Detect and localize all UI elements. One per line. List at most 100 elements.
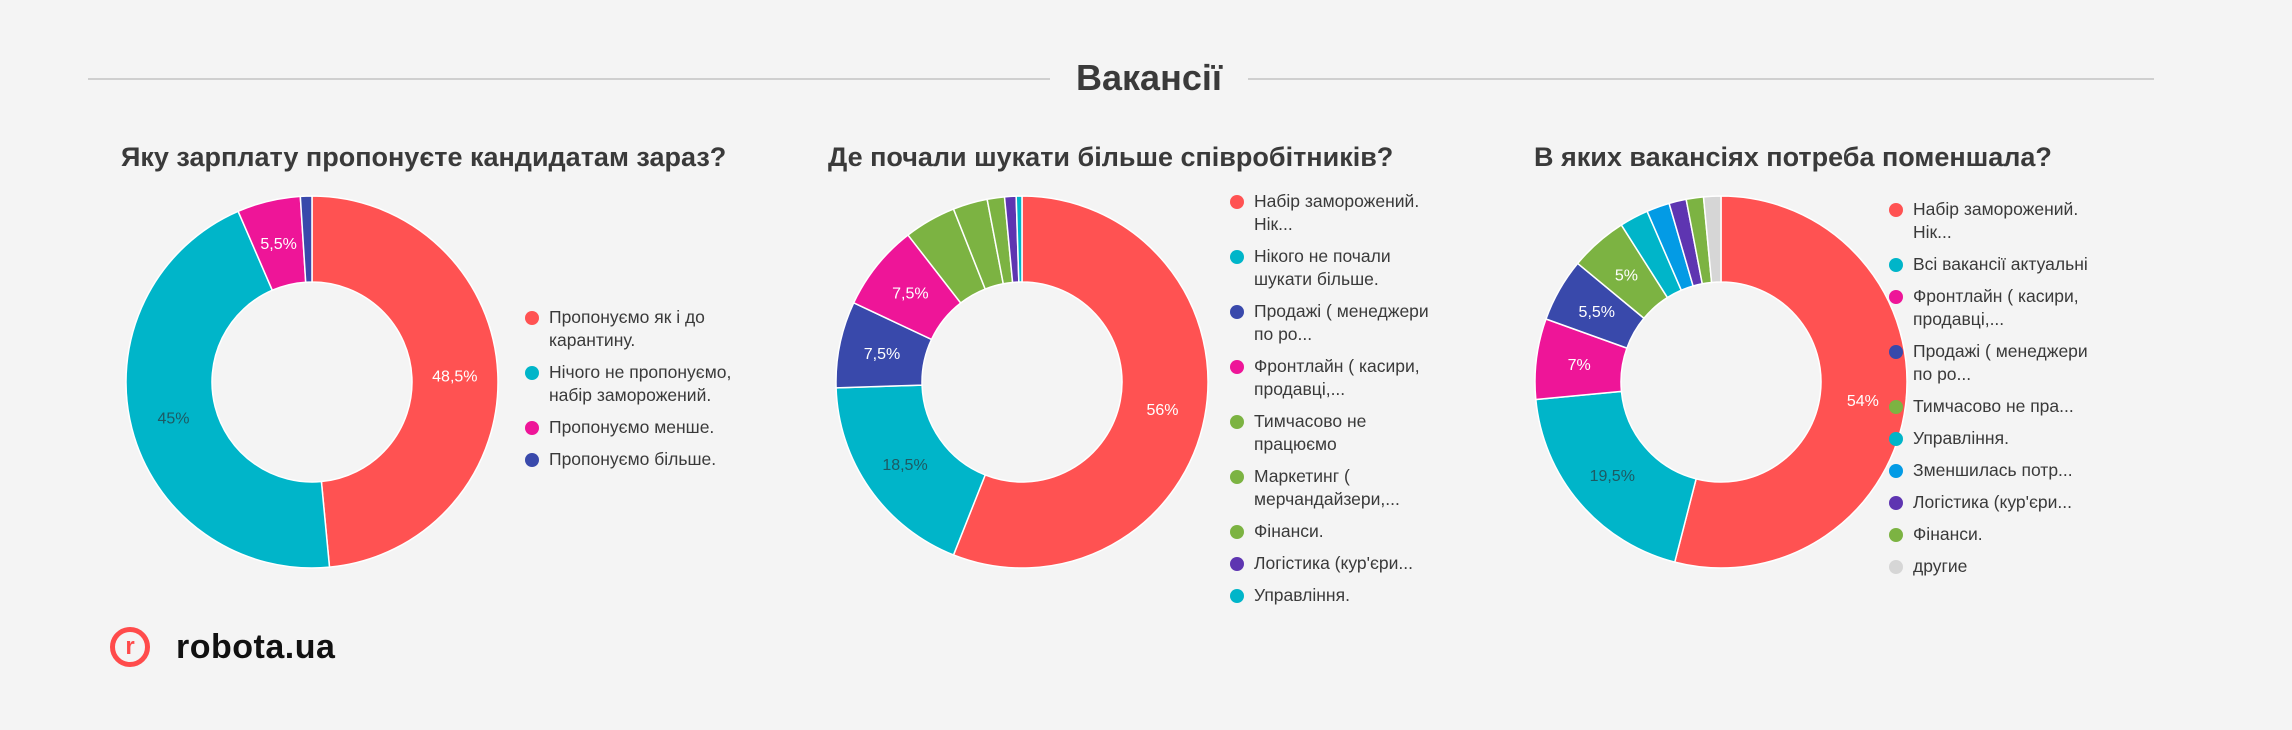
slice-data-label: 5,5%: [1579, 304, 1615, 321]
legend-item[interactable]: Зменшилась потр...: [1889, 459, 2093, 482]
legend-swatch: [1889, 290, 1903, 304]
legend-item[interactable]: Управління.: [1889, 427, 2093, 450]
chart-panel-demand: В яких вакансіях потреба поменшала? 54% 1…: [1480, 0, 2292, 600]
page-title: Вакансії: [1076, 57, 1222, 98]
legend-item[interactable]: Управління.: [1230, 584, 1434, 607]
legend-swatch: [1889, 560, 1903, 574]
legend-item[interactable]: Набір заморожений. Нік...: [1230, 190, 1434, 236]
legend-label: Пропонуємо більше.: [549, 449, 717, 469]
legend-item[interactable]: Набір заморожений. Нік...: [1889, 198, 2093, 244]
donut-slice[interactable]: [1673, 195, 1908, 569]
legend-swatch: [1889, 345, 1903, 359]
donut-slice[interactable]: [1702, 195, 1722, 284]
legend-item[interactable]: Фронтлайн ( касири, продавці,...: [1230, 355, 1434, 401]
legend-swatch: [1889, 400, 1903, 414]
legend-label: Набір заморожений. Нік...: [1913, 199, 2079, 242]
legend-label: Фронтлайн ( касири, продавці,...: [1913, 286, 2079, 329]
slice-data-label: 5%: [1615, 268, 1638, 285]
donut-slice[interactable]: [311, 195, 499, 568]
legend-swatch: [1889, 258, 1903, 272]
legend-swatch: [1889, 496, 1903, 510]
header-rule-left: [88, 78, 1050, 80]
legend-swatch: [1230, 525, 1244, 539]
legend-label: Пропонуємо як і до карантину.: [549, 307, 705, 350]
donut-chart: 48,5% 45% 5,5%: [125, 195, 499, 569]
legend-swatch: [1230, 470, 1244, 484]
legend-swatch: [1230, 589, 1244, 603]
legend-item[interactable]: Пропонуємо як і до карантину.: [525, 306, 759, 352]
legend-item[interactable]: Пропонуємо більше.: [525, 448, 759, 471]
legend-label: Маркетинг ( мерчандайзери,...: [1254, 466, 1400, 509]
legend-label: Логістика (кур'єри...: [1254, 553, 1413, 573]
robota-logo-icon: r: [110, 627, 150, 667]
legend-label: Управління.: [1254, 585, 1350, 605]
legend-swatch: [1230, 557, 1244, 571]
chart-legend: Набір заморожений. Нік... Нікого не почал…: [1230, 190, 1434, 616]
donut-slice[interactable]: [1535, 390, 1698, 564]
slice-data-label: 45%: [157, 411, 189, 428]
legend-label: Фронтлайн ( касири, продавці,...: [1254, 356, 1420, 399]
legend-item[interactable]: Логістика (кур'єри...: [1230, 552, 1434, 575]
chart-legend: Пропонуємо як і до карантину. Нічого не п…: [525, 306, 759, 480]
legend-item[interactable]: Пропонуємо менше.: [525, 416, 759, 439]
legend-item[interactable]: Фінанси.: [1889, 523, 2093, 546]
donut-slice[interactable]: [125, 210, 331, 569]
chart-panel-hiring: Де почали шукати більше співробітників? …: [760, 0, 1480, 605]
legend-swatch: [1889, 432, 1903, 446]
donut-slice[interactable]: [835, 384, 987, 556]
legend-item[interactable]: Тимчасово не працюємо: [1230, 410, 1434, 456]
legend-item[interactable]: Нічого не пропонуємо, набір заморожений.: [525, 361, 759, 407]
chart-title: Де почали шукати більше співробітників?: [828, 142, 1394, 172]
legend-label: Набір заморожений. Нік...: [1254, 191, 1420, 234]
legend-item[interactable]: другие: [1889, 555, 2093, 578]
slice-data-label: 5,5%: [260, 236, 296, 253]
legend-label: Фінанси.: [1913, 524, 1983, 544]
slice-data-label: 56%: [1146, 402, 1178, 419]
slice-data-label: 7%: [1568, 357, 1591, 374]
chart-panel-salary: Яку зарплату пропонуєте кандидатам зараз…: [0, 0, 760, 600]
legend-item[interactable]: Тимчасово не пра...: [1889, 395, 2093, 418]
brand-logo[interactable]: r robota.ua: [110, 622, 335, 672]
chart-title: В яких вакансіях потреба поменшала?: [1534, 142, 2052, 172]
legend-item[interactable]: Всі вакансії актуальні: [1889, 253, 2093, 276]
legend-swatch: [1230, 415, 1244, 429]
donut-slice[interactable]: [299, 195, 313, 283]
donut-slice[interactable]: [1015, 195, 1023, 283]
donut-slice[interactable]: [952, 195, 1209, 569]
slice-data-label: 48,5%: [432, 368, 477, 385]
legend-label: Логістика (кур'єри...: [1913, 492, 2072, 512]
legend-swatch: [525, 366, 539, 380]
slice-data-label: 19,5%: [1590, 468, 1635, 485]
legend-label: Фінанси.: [1254, 521, 1324, 541]
legend-label: Продажі ( менеджери по ро...: [1254, 301, 1429, 344]
legend-item[interactable]: Нікого не почали шукати більше.: [1230, 245, 1434, 291]
legend-label: Нічого не пропонуємо, набір заморожений.: [549, 362, 732, 405]
legend-item[interactable]: Продажі ( менеджери по ро...: [1230, 300, 1434, 346]
legend-swatch: [1889, 528, 1903, 542]
legend-swatch: [1230, 250, 1244, 264]
legend-item[interactable]: Фронтлайн ( касири, продавці,...: [1889, 285, 2093, 331]
legend-item[interactable]: Продажі ( менеджери по ро...: [1889, 340, 2093, 386]
legend-swatch: [525, 311, 539, 325]
legend-item[interactable]: Маркетинг ( мерчандайзери,...: [1230, 465, 1434, 511]
donut-chart: 56% 18,5% 7,5% 7,5%: [835, 195, 1209, 569]
legend-label: Всі вакансії актуальні: [1913, 254, 2088, 274]
legend-swatch: [1230, 360, 1244, 374]
legend-label: другие: [1913, 556, 1968, 576]
donut-chart: 54% 19,5% 7% 5,5% 5%: [1534, 195, 1908, 569]
slice-data-label: 7,5%: [864, 346, 900, 363]
slice-data-label: 54%: [1847, 393, 1879, 410]
chart-legend: Набір заморожений. Нік... Всі вакансії ак…: [1889, 198, 2093, 587]
legend-label: Управління.: [1913, 428, 2009, 448]
legend-swatch: [525, 421, 539, 435]
legend-item[interactable]: Фінанси.: [1230, 520, 1434, 543]
chart-title: Яку зарплату пропонуєте кандидатам зараз…: [121, 142, 727, 172]
header-rule-right: [1248, 78, 2154, 80]
legend-label: Нікого не почали шукати більше.: [1254, 246, 1391, 289]
legend-swatch: [1889, 464, 1903, 478]
slice-data-label: 18,5%: [882, 457, 927, 474]
legend-label: Продажі ( менеджери по ро...: [1913, 341, 2088, 384]
legend-item[interactable]: Логістика (кур'єри...: [1889, 491, 2093, 514]
legend-label: Пропонуємо менше.: [549, 417, 715, 437]
legend-swatch: [1889, 203, 1903, 217]
